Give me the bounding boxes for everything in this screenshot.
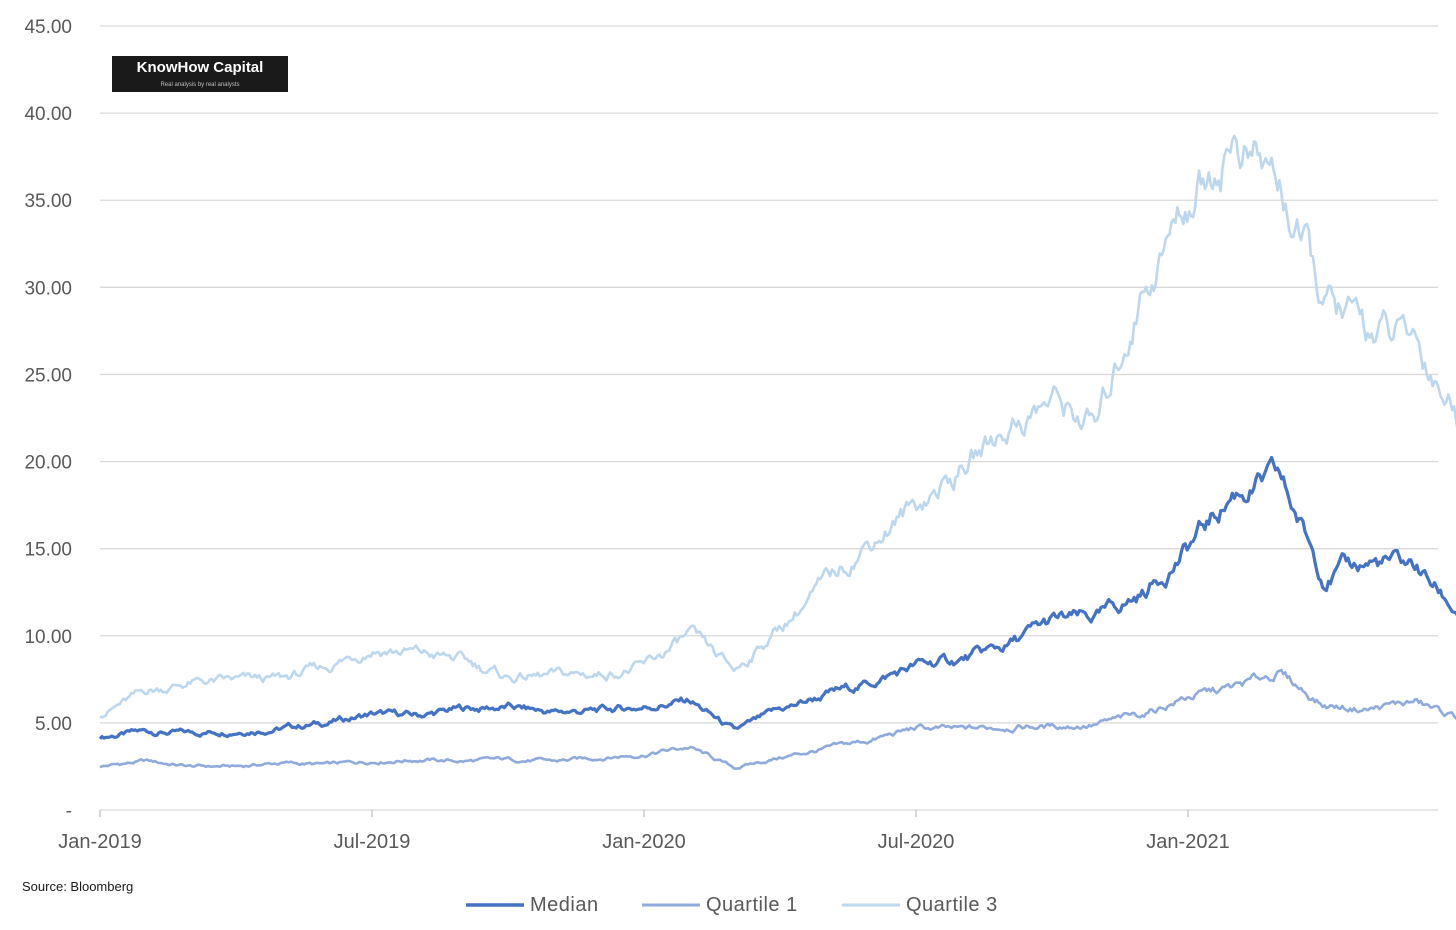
series-line-quartile-1 [99,668,1456,770]
y-tick-label: 25.00 [24,365,72,386]
source-note: Source: Bloomberg [22,879,133,894]
y-tick-label: 45.00 [24,17,72,38]
y-tick-label: 15.00 [24,540,72,561]
x-tick-label: Jan-2021 [1146,831,1229,853]
legend: Median Quartile 1 Quartile 3 [466,894,998,916]
y-tick-label: 10.00 [24,627,72,648]
logo-background [112,56,288,92]
series-line-median [98,455,1456,740]
legend-label: Quartile 1 [706,894,798,916]
x-tick-label: Jul-2020 [878,831,955,853]
legend-label: Quartile 3 [906,894,998,916]
y-axis-ticks: - 5.00 10.00 15.00 20.00 25.00 30.00 35.00 40.00… [24,17,72,822]
x-tick-label: Jan-2019 [58,831,141,853]
x-axis-ticks: Jan-2019 Jul-2019 Jan-2020 Jul-2020 Jan-2021 [58,810,1230,853]
y-tick-label: 30.00 [24,278,72,299]
x-tick-label: Jan-2020 [602,831,685,853]
logo: KnowHow Capital Real analysis by real an… [112,56,288,92]
y-tick-label: 40.00 [24,104,72,125]
y-tick-label: - [66,801,72,822]
y-tick-label: 35.00 [24,191,72,212]
y-tick-label: 20.00 [24,453,72,474]
grid-lines [100,25,1438,724]
series-lines [98,134,1456,770]
logo-title: KnowHow Capital [137,59,264,76]
series-line-quartile-3 [99,134,1456,719]
logo-subtitle: Real analysis by real analysts [160,82,239,88]
legend-label: Median [530,894,599,916]
x-tick-label: Jul-2019 [334,831,411,853]
y-tick-label: 5.00 [35,714,72,735]
